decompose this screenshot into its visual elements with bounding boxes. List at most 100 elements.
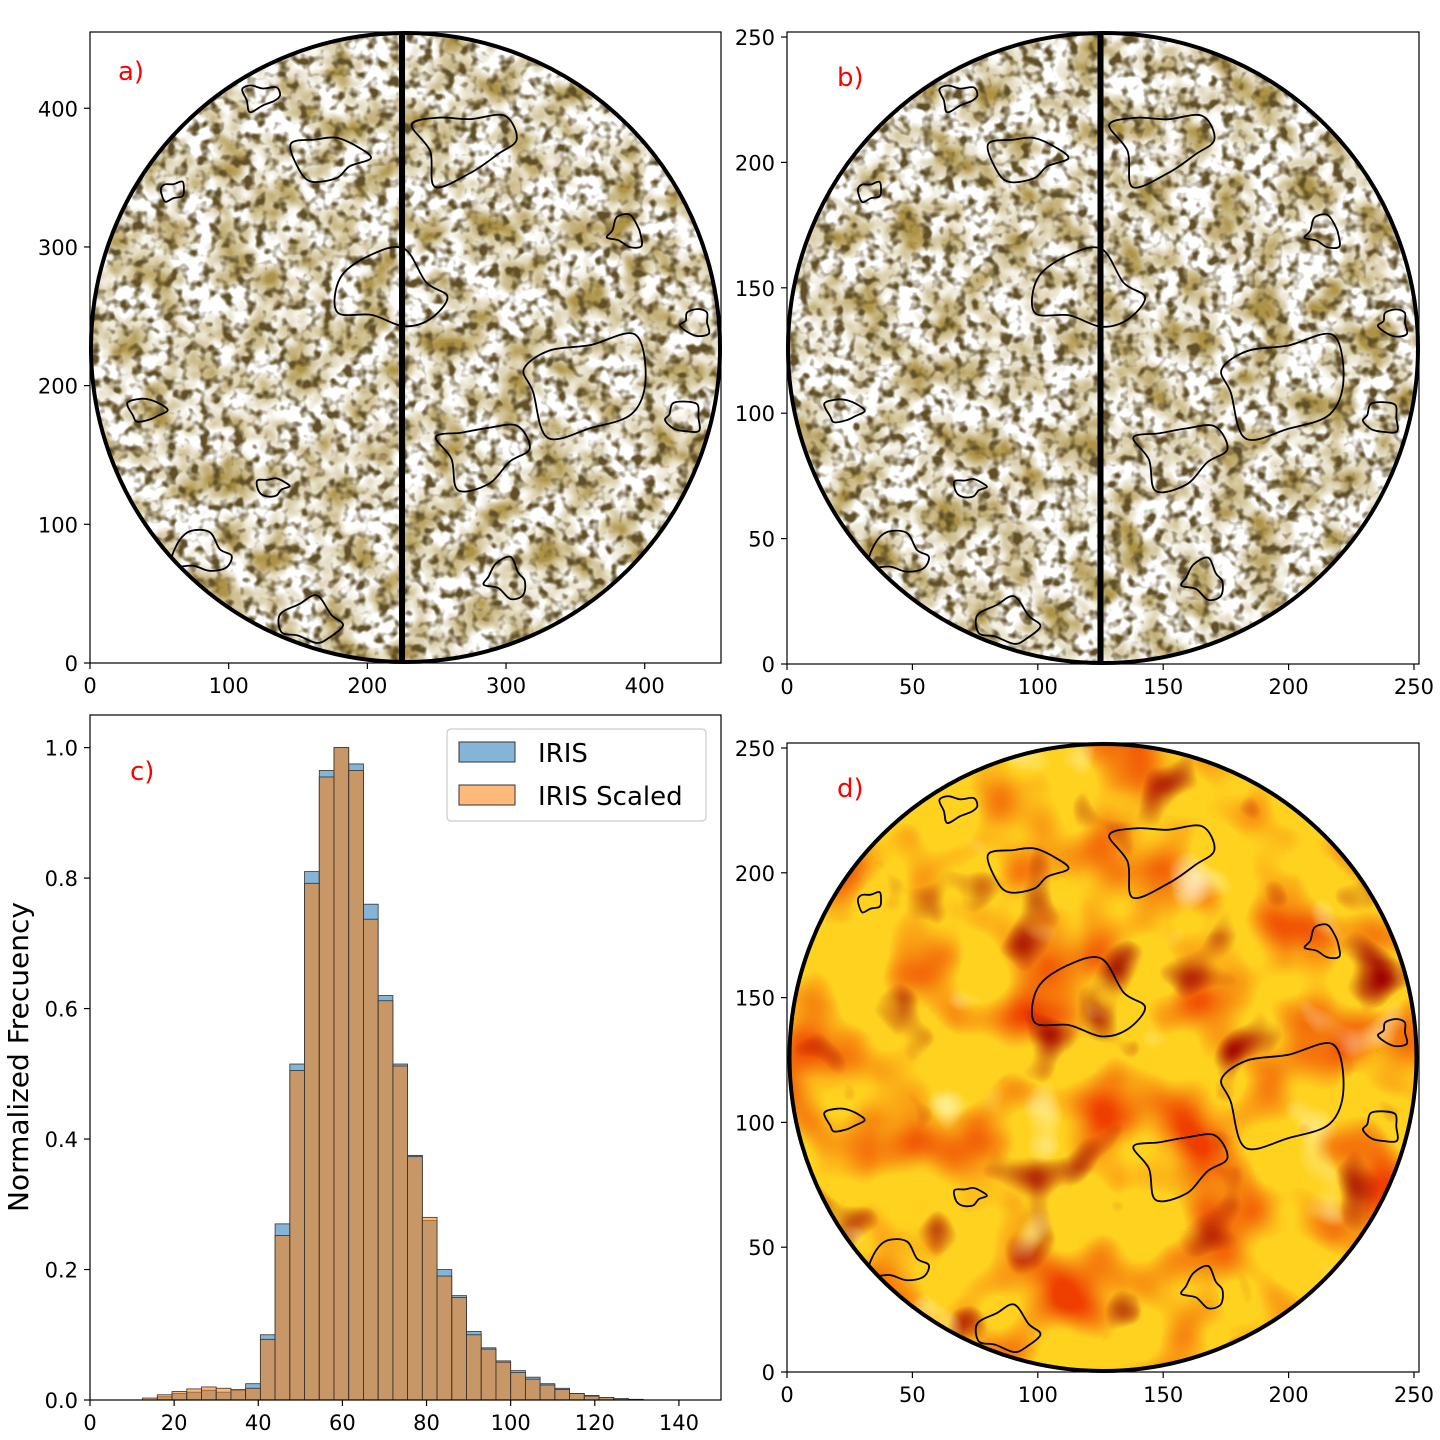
contour-line [986,847,1070,894]
x-tick-label: 250 [1394,1383,1434,1407]
bar-iris-scaled [171,1391,188,1401]
contour-line [126,397,169,423]
y-tick-label: 150 [735,987,775,1011]
y-tick-label: 200 [38,375,78,399]
x-tick-label: 100 [209,674,249,698]
bar-iris-scaled [392,1065,409,1401]
x-tick-label: 50 [899,675,926,699]
y-tick-label: 0.8 [45,867,78,891]
contour-line [1220,1042,1345,1151]
panel-d-y-ticks: 0 50 100 150 200 250 [735,737,787,1385]
panel-a-map [91,33,720,662]
contour-line [1377,1018,1409,1048]
contour-line [1108,113,1216,189]
bar-iris-scaled [480,1348,497,1401]
x-tick-label: 140 [659,1411,699,1435]
contour-line [856,180,882,204]
bar-iris-scaled [333,747,350,1401]
bar-iris-scaled [215,1387,232,1401]
contour-line [277,594,344,644]
x-tick-label: 200 [1269,675,1309,699]
contour-line [974,1303,1042,1354]
bar-iris-scaled [421,1216,438,1401]
y-tick-label: 0.0 [45,1389,78,1413]
panel-a-field-edge [89,31,722,664]
y-tick-label: 0 [65,652,78,676]
y-tick-label: 200 [735,151,775,175]
x-tick-label: 0 [83,1411,96,1435]
x-tick-label: 100 [491,1411,531,1435]
y-tick-label: 50 [748,1236,775,1260]
x-tick-label: 400 [625,674,665,698]
y-tick-label: 1.0 [45,737,78,761]
y-tick-label: 150 [735,277,775,301]
x-tick-label: 150 [1143,1383,1183,1407]
panel-d-contours [823,795,1409,1354]
legend-swatch-iris [458,741,516,763]
panel-a-x-ticks: 0 100 200 300 400 [83,663,665,698]
panel-d-x-ticks: 0 50 100 150 200 250 [780,1372,1434,1407]
panel-c: 0 20 40 60 80 100 120 140 0.0 0.2 0.4 0.6 0.8 1.0 No… [2,714,722,1435]
y-tick-label: 300 [38,236,78,260]
bar-iris-scaled [274,1235,291,1401]
x-tick-label: 60 [329,1411,356,1435]
x-tick-label: 250 [1394,675,1434,699]
panel-c-ylabel: Normalized Frecuency [2,902,35,1212]
panel-a-contours [126,84,711,644]
contour-line [952,478,988,499]
contour-line [1220,332,1345,441]
panel-c-frame [89,714,722,1401]
contour-line [974,595,1042,645]
bar-iris-scaled [156,1394,173,1401]
y-tick-label: 100 [735,402,775,426]
bar-iris-scaled [304,882,320,1401]
bar-iris-scaled [363,918,379,1401]
panel-d-label: d) [837,774,864,804]
contour-line [1361,401,1399,434]
x-tick-label: 80 [413,1411,440,1435]
histogram-bars [142,747,644,1401]
x-tick-label: 0 [83,674,96,698]
y-tick-label: 0 [762,653,775,677]
panel-b-y-ticks: 0 50 100 150 200 250 [735,26,787,677]
panel-d-frame [786,742,1420,1373]
contour-line [255,477,291,498]
contour-line [938,795,979,824]
bar-iris-scaled [554,1389,570,1401]
slit-line [1097,33,1104,663]
y-tick-label: 400 [38,97,78,121]
contour-line [856,890,882,914]
legend-label-iris: IRIS [538,739,588,769]
panel-d: 0 50 100 150 200 250 0 50 100 150 200 250 d) [735,737,1434,1407]
bar-iris-scaled [201,1386,217,1401]
panel-b-contours [823,84,1409,645]
contour-line [952,1186,988,1208]
panel-b-label: b) [837,63,864,93]
contour-line [241,84,282,114]
y-tick-label: 50 [748,528,775,552]
contour-line [1030,956,1146,1038]
y-tick-label: 200 [735,862,775,886]
bar-iris-scaled [377,1000,394,1401]
panel-b: 0 50 100 150 200 250 0 50 100 150 200 250 b) [735,26,1434,699]
panel-a-label: a) [118,57,144,87]
y-tick-label: 0 [762,1361,775,1385]
y-tick-label: 0.4 [45,1128,78,1152]
x-tick-label: 0 [780,1383,793,1407]
panel-d-map [789,744,1417,1371]
panel-c-label: c) [130,757,154,787]
legend-label-iris-scaled: IRIS Scaled [538,782,683,812]
contour-line [1030,246,1146,328]
panel-c-x-ticks: 0 20 40 60 80 100 120 140 [83,1400,699,1435]
legend-swatch-iris-scaled [458,784,516,806]
bar-iris-scaled [495,1361,512,1401]
bar-iris-scaled [510,1372,526,1401]
contour-line [482,555,527,601]
bar-iris-scaled [451,1297,467,1401]
x-tick-label: 100 [1018,1383,1058,1407]
y-tick-label: 0.2 [45,1259,78,1283]
panel-b-x-ticks: 0 50 100 150 200 250 [780,664,1434,699]
y-tick-label: 250 [735,737,775,761]
contour-line [1303,923,1341,960]
